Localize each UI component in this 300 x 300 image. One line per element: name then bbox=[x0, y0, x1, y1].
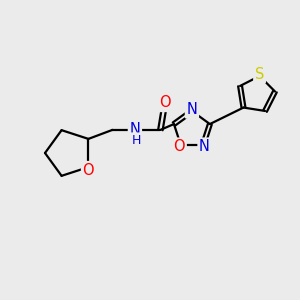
Text: O: O bbox=[173, 139, 185, 154]
Text: O: O bbox=[82, 163, 94, 178]
Text: N: N bbox=[130, 122, 140, 137]
Text: N: N bbox=[199, 139, 210, 154]
Text: S: S bbox=[255, 67, 264, 82]
Text: N: N bbox=[187, 102, 197, 117]
Text: O: O bbox=[159, 95, 171, 110]
Text: H: H bbox=[132, 134, 141, 147]
